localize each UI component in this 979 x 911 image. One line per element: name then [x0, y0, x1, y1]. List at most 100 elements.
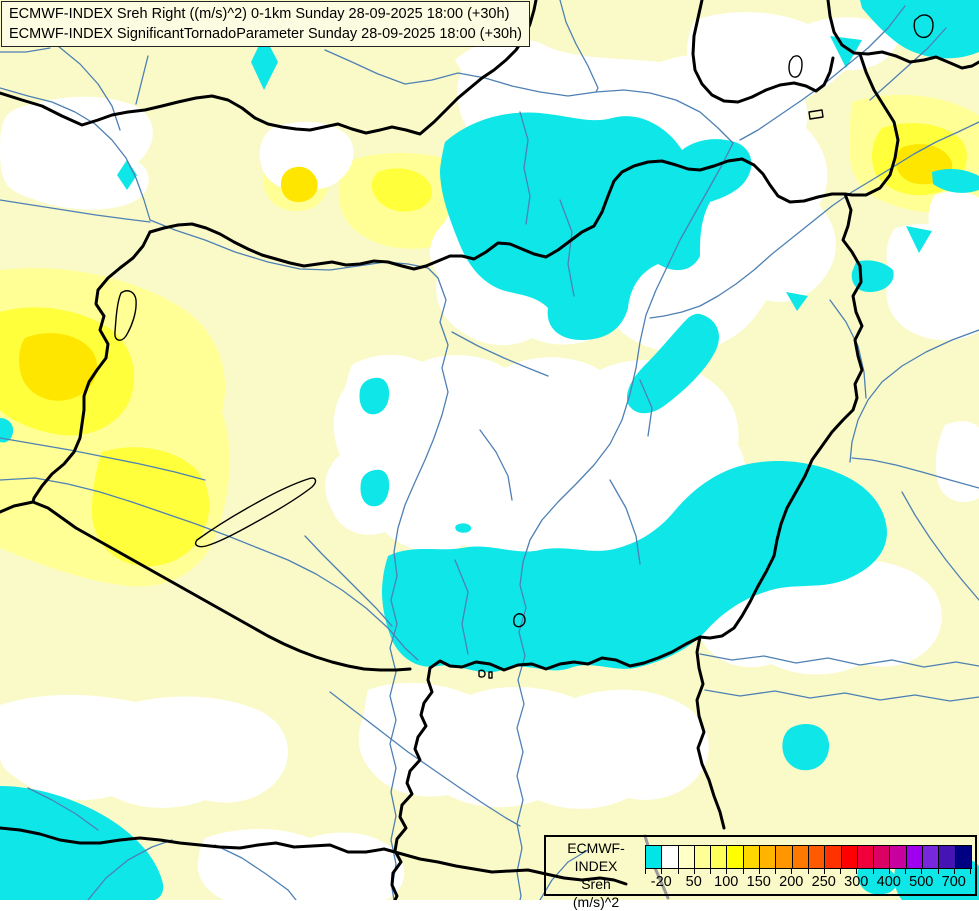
fill-regions-shape-28: [860, 0, 979, 59]
fill-regions-shape-40: [857, 864, 898, 895]
fill-regions-shape-37: [382, 460, 887, 673]
rivers-shape-33: [829, 299, 867, 399]
rivers-shape-15: [0, 437, 206, 481]
legend-tick-19: [953, 868, 955, 874]
legend-tick-9: [791, 868, 793, 874]
fill-regions-shape-29: [830, 36, 862, 68]
rivers-shape-3: [324, 49, 734, 144]
rivers-shape-28: [135, 55, 149, 105]
rivers-shape-10: [851, 457, 979, 489]
legend-tick-14: [872, 868, 874, 874]
fill-regions-shape-6: [259, 121, 354, 192]
fill-regions-shape-26: [440, 112, 752, 340]
rivers-shape-11: [901, 491, 979, 601]
country-borders-shape-7: [31, 230, 152, 504]
legend-tick-10: [807, 868, 809, 874]
legend-tick-4: [710, 868, 711, 874]
legend-color-cell-6: [743, 846, 761, 868]
fill-regions-shape-42: [0, 418, 14, 443]
fill-regions-shape-34: [359, 377, 390, 415]
legend-tick-20: [970, 868, 971, 874]
legend-tick-1: [661, 868, 663, 874]
fill-regions-shape-30: [932, 169, 979, 193]
legend-tick-17: [921, 868, 923, 874]
rivers-shape-0: [0, 87, 151, 221]
country-borders-shape-3: [843, 52, 900, 197]
rivers-shape-8: [649, 121, 979, 319]
legend-color-cell-10: [808, 846, 826, 868]
legend-color-cell-14: [874, 846, 891, 868]
rivers-shape-9: [849, 329, 979, 463]
country-borders-shape-6: [390, 635, 702, 900]
fill-regions-shape-5: [0, 96, 153, 210]
fill-regions-shape-15: [197, 829, 405, 900]
legend-tick-0: [645, 868, 646, 874]
country-borders-shape-9: [0, 826, 628, 886]
legend-tick-label-100: 100: [714, 874, 739, 890]
legend-color-cell-8: [776, 846, 793, 868]
title-line-2: ECMWF-INDEX SignificantTornadoParameter …: [9, 26, 522, 42]
legend-tick-13: [856, 868, 858, 874]
legend-color-cell-17: [923, 846, 940, 868]
country-borders-shape-1: [691, 0, 835, 104]
fill-regions-shape-25: [251, 35, 278, 90]
rivers-shape-20: [214, 844, 297, 900]
country-borders-shape-8: [0, 500, 412, 672]
fill-regions-shape-21: [371, 168, 432, 212]
legend-color-cell-19: [955, 846, 971, 868]
rivers-shape-4: [516, 142, 734, 900]
fill-regions-shape-19: [91, 447, 210, 567]
legend-color-cell-7: [760, 846, 777, 868]
lake-outlines-shape-1: [114, 290, 137, 341]
rivers-shape-22: [451, 331, 549, 377]
lake-outlines: [114, 14, 934, 679]
fill-regions-shape-24: [117, 160, 137, 190]
legend-tick-7: [758, 868, 760, 874]
legend-units-label: (m/s)^2: [572, 894, 620, 910]
country-borders-shape-10: [695, 635, 726, 830]
rivers-shape-27: [0, 47, 51, 53]
legend-tick-18: [937, 868, 939, 874]
legend-tick-label-500: 500: [909, 874, 934, 890]
legend-tick-label-250: 250: [811, 874, 836, 890]
legend-tick-8: [775, 868, 776, 874]
rivers-shape-17: [304, 535, 393, 627]
legend-color-cell-18: [939, 846, 956, 868]
legend-color-cell-12: [841, 846, 858, 868]
lake-outlines-shape-4: [808, 109, 824, 120]
legend-tick-label-700: 700: [941, 874, 966, 890]
legend-tick-label-200: 200: [779, 874, 804, 890]
fill-regions-shape-18: [19, 333, 98, 401]
fill-regions-shape-14: [0, 694, 289, 808]
rivers-shape-14: [0, 199, 151, 223]
rivers-shape-32: [539, 849, 589, 900]
legend-text: ECMWF-INDEX Sreh (m/s)^2: [548, 839, 644, 911]
legend-color-cell-0: [646, 846, 663, 868]
legend-parameter-label: Sreh: [581, 876, 611, 892]
title-box: ECMWF-INDEX Sreh Right ((m/s)^2) 0-1km S…: [1, 1, 530, 47]
fill-regions-shape-36: [455, 523, 472, 533]
lake-outlines-shape-0: [194, 477, 317, 548]
legend-model-label: ECMWF-INDEX: [567, 840, 625, 874]
legend-color-cell-3: [694, 846, 712, 868]
fill-regions-shape-20: [280, 166, 318, 203]
legend-tick-11: [823, 868, 825, 874]
fill-regions-shape-12: [358, 682, 709, 809]
fill-regions-shape-16: [935, 421, 979, 503]
legend-tick-label--20: -20: [650, 874, 672, 890]
fill-regions-shape-32: [851, 260, 894, 293]
rivers-shape-25: [479, 429, 513, 501]
rivers-shape-12: [699, 653, 979, 668]
fill-regions-shape-10: [886, 223, 979, 341]
rivers-shape-29: [519, 111, 531, 225]
legend-tick-label-150: 150: [746, 874, 771, 890]
lake-outlines-shape-5: [513, 613, 526, 628]
rivers-shape-13: [704, 689, 979, 702]
legend-tick-2: [677, 868, 679, 874]
legend-colorbar: [645, 845, 972, 869]
legend-color-cell-4: [711, 846, 728, 868]
